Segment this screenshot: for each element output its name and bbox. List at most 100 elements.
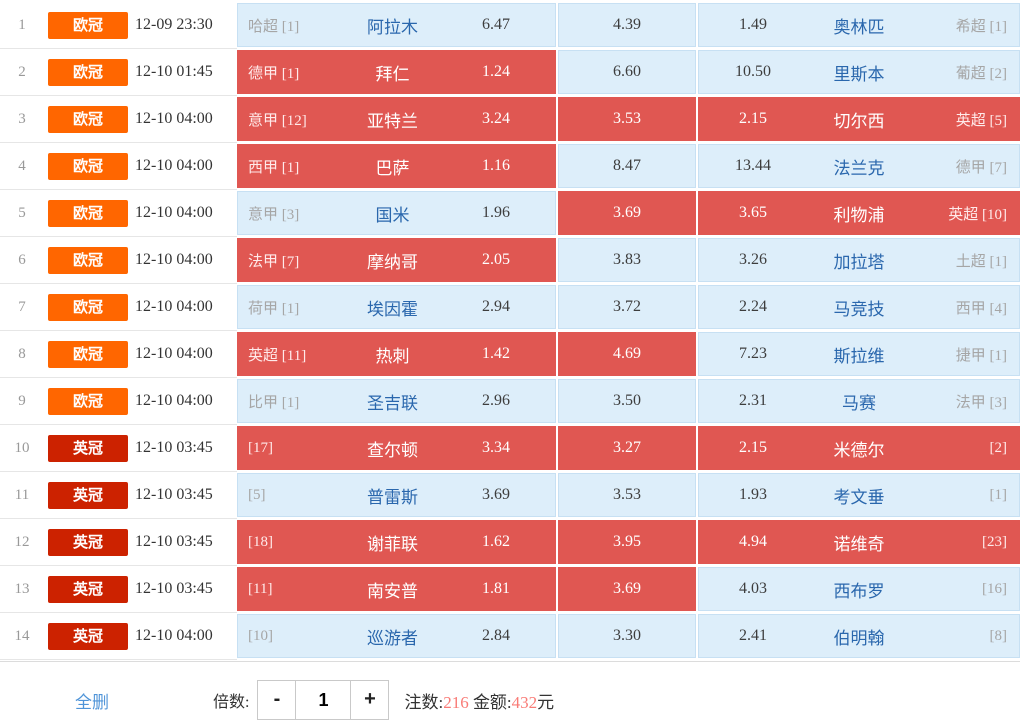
odds-cell-draw[interactable]: 4.69 <box>558 332 696 376</box>
row-number: 8 <box>18 345 26 362</box>
home-league-rank: 荷甲 [1] <box>248 300 300 317</box>
odds-cell-home-win[interactable]: 法甲 [7] 摩纳哥 2.05 <box>237 238 556 282</box>
odds-cell-home-win[interactable]: [10] 巡游者 2.84 <box>237 614 556 658</box>
draw-odds: 3.53 <box>613 110 641 127</box>
odds-cell-away-win[interactable]: 2.41 伯明翰 [8] <box>698 614 1020 658</box>
odds-cell-draw[interactable]: 3.53 <box>558 473 696 517</box>
lose-odds: 7.23 <box>739 345 767 362</box>
home-league-rank: 德甲 [1] <box>248 65 300 82</box>
row-number: 10 <box>14 439 30 456</box>
odds-cell-draw[interactable]: 3.30 <box>558 614 696 658</box>
totals-summary: 注数:216 金额:432元 <box>404 688 554 713</box>
odds-cell-draw[interactable]: 3.83 <box>558 238 696 282</box>
odds-cell-away-win[interactable]: 10.50 里斯本 葡超 [2] <box>698 50 1020 94</box>
home-league-rank: 法甲 [7] <box>248 253 300 270</box>
odds-cell-home-win[interactable]: [18] 谢菲联 1.62 <box>237 520 556 564</box>
odds-cell-away-win[interactable]: 13.44 法兰克 德甲 [7] <box>698 144 1020 188</box>
odds-cell-home-win[interactable]: 意甲 [3] 国米 1.96 <box>237 191 556 235</box>
lose-odds: 1.93 <box>739 486 767 503</box>
match-table: 1 欧冠 12-09 23:30 哈超 [1] 阿拉木 6.47 4.39 1.… <box>0 3 1020 662</box>
league-badge: 欧冠 <box>48 11 128 39</box>
odds-cell-away-win[interactable]: 2.15 米德尔 [2] <box>698 426 1020 470</box>
minus-button[interactable]: - <box>258 681 297 719</box>
odds-cell-draw[interactable]: 3.95 <box>558 520 696 564</box>
odds-cell-draw[interactable]: 3.69 <box>558 567 696 611</box>
odds-cell-draw[interactable]: 3.53 <box>558 97 696 141</box>
delete-all-button[interactable]: 全删 <box>75 692 109 712</box>
odds-cell-away-win[interactable]: 7.23 斯拉维 捷甲 [1] <box>698 332 1020 376</box>
away-league-rank: 葡超 [2] <box>955 65 1007 82</box>
match-row: 7 欧冠 12-10 04:00 荷甲 [1] 埃因霍 2.94 3.72 2.… <box>0 285 1020 331</box>
draw-odds: 3.69 <box>613 580 641 597</box>
lose-odds: 2.31 <box>739 392 767 409</box>
league-badge: 欧冠 <box>48 340 128 368</box>
win-odds: 1.16 <box>482 157 510 174</box>
draw-odds: 3.95 <box>613 533 641 550</box>
odds-cell-home-win[interactable]: 比甲 [1] 圣吉联 2.96 <box>237 379 556 423</box>
win-odds: 3.69 <box>482 486 510 503</box>
league-badge: 英冠 <box>48 434 128 462</box>
odds-cell-home-win[interactable]: 英超 [11] 热刺 1.42 <box>237 332 556 376</box>
odds-cell-home-win[interactable]: 西甲 [1] 巴萨 1.16 <box>237 144 556 188</box>
match-row: 12 英冠 12-10 03:45 [18] 谢菲联 1.62 3.95 4.9… <box>0 520 1020 566</box>
away-team-name: 马竞技 <box>833 299 885 319</box>
home-league-rank: [18] <box>248 533 273 550</box>
home-league-rank: 西甲 [1] <box>248 159 300 176</box>
match-row: 1 欧冠 12-09 23:30 哈超 [1] 阿拉木 6.47 4.39 1.… <box>0 3 1020 49</box>
odds-cell-away-win[interactable]: 4.03 西布罗 [16] <box>698 567 1020 611</box>
odds-cell-home-win[interactable]: 意甲 [12] 亚特兰 3.24 <box>237 97 556 141</box>
draw-odds: 3.30 <box>613 627 641 644</box>
draw-odds: 3.69 <box>613 204 641 221</box>
match-row: 10 英冠 12-10 03:45 [17] 查尔顿 3.34 3.27 2.1… <box>0 426 1020 472</box>
league-badge: 欧冠 <box>48 387 128 415</box>
odds-cell-away-win[interactable]: 2.15 切尔西 英超 [5] <box>698 97 1020 141</box>
away-team-name: 诺维奇 <box>833 534 885 554</box>
odds-cell-home-win[interactable]: 荷甲 [1] 埃因霍 2.94 <box>237 285 556 329</box>
match-time: 12-10 04:00 <box>135 251 213 268</box>
multiplier-label: 倍数: <box>213 694 250 711</box>
odds-cell-away-win[interactable]: 4.94 诺维奇 [23] <box>698 520 1020 564</box>
match-time: 12-10 04:00 <box>135 157 213 174</box>
draw-odds: 3.83 <box>613 251 641 268</box>
odds-cell-home-win[interactable]: [5] 普雷斯 3.69 <box>237 473 556 517</box>
odds-cell-draw[interactable]: 8.47 <box>558 144 696 188</box>
bet-slip-footer: 全删 倍数: - 1 + 注数:216 金额:432元 <box>0 680 1020 720</box>
league-badge: 欧冠 <box>48 152 128 180</box>
home-league-rank: 哈超 [1] <box>248 18 300 35</box>
row-number: 13 <box>14 580 30 597</box>
odds-cell-home-win[interactable]: 德甲 [1] 拜仁 1.24 <box>237 50 556 94</box>
away-league-rank: [16] <box>982 580 1007 597</box>
row-number: 14 <box>14 627 30 644</box>
odds-cell-away-win[interactable]: 1.49 奥林匹 希超 [1] <box>698 3 1020 47</box>
lose-odds: 3.65 <box>739 204 767 221</box>
odds-cell-away-win[interactable]: 1.93 考文垂 [1] <box>698 473 1020 517</box>
odds-cell-away-win[interactable]: 3.65 利物浦 英超 [10] <box>698 191 1020 235</box>
away-team-name: 西布罗 <box>833 581 885 601</box>
odds-cell-draw[interactable]: 3.27 <box>558 426 696 470</box>
odds-cell-draw[interactable]: 3.69 <box>558 191 696 235</box>
odds-cell-draw[interactable]: 6.60 <box>558 50 696 94</box>
match-row: 2 欧冠 12-10 01:45 德甲 [1] 拜仁 1.24 6.60 10.… <box>0 50 1020 96</box>
odds-cell-home-win[interactable]: 哈超 [1] 阿拉木 6.47 <box>237 3 556 47</box>
match-info-panel: 1 欧冠 12-09 23:30 <box>0 3 237 47</box>
away-team-name: 米德尔 <box>833 440 885 460</box>
match-row: 5 欧冠 12-10 04:00 意甲 [3] 国米 1.96 3.69 3.6… <box>0 191 1020 237</box>
odds-cell-draw[interactable]: 4.39 <box>558 3 696 47</box>
odds-cell-draw[interactable]: 3.72 <box>558 285 696 329</box>
odds-cell-draw[interactable]: 3.50 <box>558 379 696 423</box>
odds-cell-home-win[interactable]: [11] 南安普 1.81 <box>237 567 556 611</box>
lose-odds: 10.50 <box>735 63 771 80</box>
odds-cell-away-win[interactable]: 2.31 马赛 法甲 [3] <box>698 379 1020 423</box>
draw-odds: 6.60 <box>613 63 641 80</box>
draw-odds: 8.47 <box>613 157 641 174</box>
away-league-rank: 土超 [1] <box>955 253 1007 270</box>
odds-cell-away-win[interactable]: 3.26 加拉塔 土超 [1] <box>698 238 1020 282</box>
multiplier-value[interactable]: 1 <box>318 690 329 710</box>
odds-cell-home-win[interactable]: [17] 查尔顿 3.34 <box>237 426 556 470</box>
plus-button[interactable]: + <box>350 681 388 719</box>
odds-cell-away-win[interactable]: 2.24 马竞技 西甲 [4] <box>698 285 1020 329</box>
win-odds: 1.96 <box>482 204 510 221</box>
away-team-name: 利物浦 <box>833 205 885 225</box>
league-badge: 欧冠 <box>48 293 128 321</box>
bets-label: 注数: <box>404 692 444 712</box>
